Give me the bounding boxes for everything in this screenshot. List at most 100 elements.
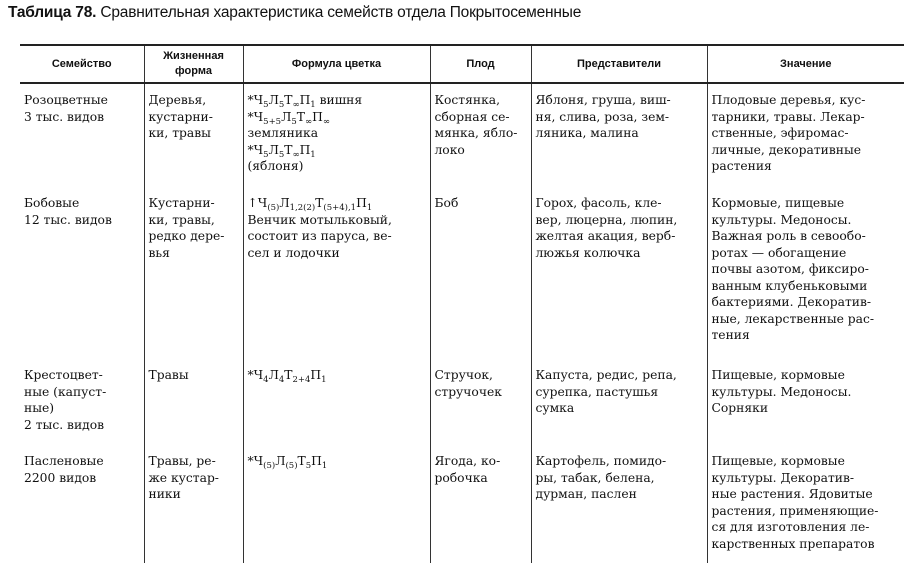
cell-line: Яблоня, груша, виш- — [535, 93, 671, 107]
cell-line: же кустар- — [148, 470, 219, 485]
family-cell: Крестоцвет-ные (капуст-ные) 2 тыс. видов — [20, 359, 144, 445]
significance-cell: Пищевые, кормовые культуры. Декоратив-ные… — [706, 445, 904, 563]
fruit-cell: Боб — [429, 187, 531, 359]
cell-line: растения, применяющие- — [711, 503, 879, 518]
flower-formula-line: *Ч5Л5Т∞П1 вишня — [248, 92, 426, 109]
flower-formula-line: *Ч5+5Л5Т∞П∞ — [248, 109, 426, 126]
families-table: Семейство Жизненная форма Формула цветка… — [20, 44, 904, 563]
formula-subscript: (5) — [285, 461, 298, 471]
cell-line: Пищевые, кормовые — [711, 368, 845, 382]
formula-subscript: ∞ — [322, 116, 330, 127]
formula-symbol: П — [356, 196, 367, 210]
cell-line: Капуста, редис, репа, — [535, 368, 677, 382]
cell-line: бактериями. Декоратив- — [711, 295, 872, 309]
formula-subscript: 1 — [321, 461, 328, 471]
cell-line: тения — [711, 328, 750, 342]
cell-line: Ягода, ко- — [434, 454, 501, 468]
formula-symbol: Л — [268, 93, 279, 107]
cell-line: робочка — [434, 470, 488, 485]
cell-line: ротах — обогащение — [711, 245, 847, 260]
formula-symbol: П — [310, 368, 322, 382]
cell-line: ные растения. Ядовитые — [711, 487, 873, 501]
cell-line: Горох, фасоль, кле- — [535, 196, 662, 210]
cell-line: Розоцветные — [24, 93, 108, 107]
cell-line: ляника, малина — [535, 126, 639, 140]
family-cell: Розоцветные 3 тыс. видов — [20, 83, 144, 187]
cell-line: Плодовые деревья, кус- — [711, 93, 866, 107]
life-form-cell: Травы, ре-же кустар-ники — [143, 445, 243, 563]
formula-symbol: *Ч — [247, 93, 264, 107]
cell-line: ся для изготовления ле- — [711, 520, 870, 534]
family-cell: Бобовые 12 тыс. видов — [20, 187, 144, 359]
cell-line: ры, табак, белена, — [535, 470, 655, 485]
cell-line: Сорняки — [711, 401, 769, 415]
formula-subscript: 5 — [263, 100, 269, 110]
life-form-cell: Деревья, кустарни-ки, травы — [143, 83, 243, 187]
formula-subscript: 4 — [278, 375, 285, 385]
formula-subscript: 1 — [321, 375, 327, 385]
cell-line: ванным клубеньковыми — [711, 278, 868, 293]
flower-formula-line: *Ч(5)Л(5)Т5П1 — [248, 453, 426, 470]
cell-line: растения — [711, 159, 772, 173]
formula-subscript: (5) — [267, 203, 280, 213]
family-cell: Пасленовые 2200 видов — [20, 445, 144, 563]
formula-subscript: 1 — [310, 100, 316, 110]
flower-formula-line: Венчик мотыльковый, — [248, 212, 426, 229]
formula-symbol: Т — [284, 142, 293, 157]
flower-formula-line: земляника — [248, 125, 426, 142]
table-row: Бобовые 12 тыс. видов Кустарни-ки, травы, р… — [20, 187, 904, 359]
formula-subscript: 5 — [305, 461, 312, 471]
formula-cell: ↑Ч(5)Л1,2(2)Т(5+4),1П1 Венчик мотыльковый… — [242, 187, 430, 359]
formula-symbol: Т — [297, 454, 306, 468]
cell-line: Пасленовые — [24, 454, 104, 468]
cell-line: Деревья, — [148, 93, 207, 107]
formula-symbol: Венчик мотыльковый, — [247, 212, 392, 227]
formula-symbol: ↑Ч — [247, 196, 268, 210]
cell-line: 3 тыс. видов — [24, 109, 105, 124]
cell-line: Костянка, — [434, 93, 501, 107]
flower-formula-line: ↑Ч(5)Л1,2(2)Т(5+4),1П1 — [248, 195, 426, 212]
cell-line: ные (капуст- — [24, 384, 107, 399]
representatives-cell: Горох, фасоль, кле-вер, люцерна, люпин, ж… — [530, 187, 707, 359]
formula-subscript: 1 — [310, 149, 316, 160]
table-row: Розоцветные 3 тыс. видов Деревья, кустарни-… — [20, 83, 904, 187]
cell-line: 2200 видов — [24, 470, 97, 485]
formula-symbol: П — [312, 109, 323, 124]
formula-symbol: Л — [281, 109, 292, 124]
cell-line: культуры. Медоносы. — [711, 384, 852, 399]
cell-line: почвы азотом, фиксиро- — [711, 262, 869, 276]
formula-subscript: (5) — [263, 461, 276, 471]
formula-symbol: сел и лодочки — [247, 245, 340, 260]
fruit-cell: Костянка, сборная се-мянка, ябло-локо — [429, 83, 531, 187]
flower-formula-line: (яблоня) — [248, 158, 426, 175]
formula-symbol: Т — [284, 93, 293, 107]
formula-symbol: П — [299, 142, 311, 157]
cell-line: сумка — [535, 401, 575, 415]
formula-symbol: П — [311, 454, 322, 468]
cell-line: вер, люцерна, люпин, — [535, 212, 678, 227]
fruit-cell: Стручок, стручочек — [429, 359, 531, 445]
cell-line: карственных препаратов — [711, 536, 875, 551]
cell-line: локо — [434, 142, 465, 157]
cell-line: Важная роль в севообо- — [711, 229, 866, 243]
formula-subscript: 5+5 — [263, 116, 282, 127]
formula-subscript: ∞ — [292, 149, 300, 160]
representatives-cell: Яблоня, груша, виш-ня, слива, роза, зем-… — [530, 83, 707, 187]
cell-line: сборная се- — [434, 109, 510, 124]
cell-line: культуры. Медоносы. — [711, 212, 852, 227]
formula-subscript: ∞ — [292, 100, 300, 110]
header-life-form: Жизненная форма — [143, 44, 243, 84]
cell-line: Бобовые — [24, 196, 80, 210]
cell-line: тарники, травы. Лекар- — [711, 109, 865, 124]
significance-cell: Кормовые, пищевые культуры. Медоносы. Важн… — [706, 187, 904, 359]
formula-symbol: Л — [268, 368, 279, 382]
cell-line: культуры. Декоратив- — [711, 470, 855, 485]
formula-subscript: 1,2(2) — [289, 203, 316, 213]
representatives-cell: Капуста, редис, репа, сурепка, пастушья су… — [530, 359, 707, 445]
formula-symbol: П — [299, 93, 311, 107]
formula-symbol: Л — [268, 142, 279, 157]
cell-line: Крестоцвет- — [24, 368, 103, 382]
table-caption: Таблица 78. Сравнительная характеристика… — [8, 4, 582, 21]
cell-line: Боб — [434, 196, 459, 210]
cell-line: личные, декоративные — [711, 142, 862, 157]
